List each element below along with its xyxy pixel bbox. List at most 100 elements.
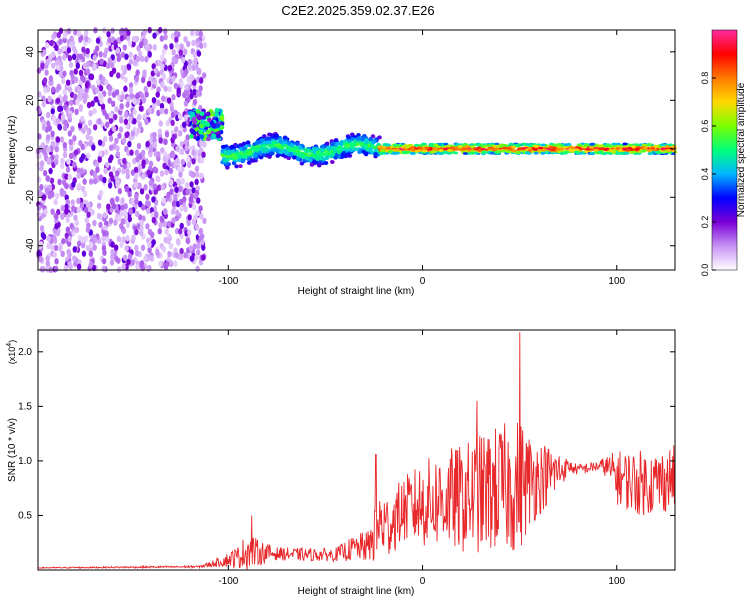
spectrogram-cell bbox=[363, 152, 369, 157]
spectrogram-cell bbox=[184, 144, 189, 151]
spectrogram-cell bbox=[102, 109, 107, 116]
spectrogram-cell bbox=[141, 159, 146, 166]
spectrogram-cell bbox=[77, 258, 82, 266]
spectrogram-cell bbox=[92, 219, 97, 227]
spectrogram-cell bbox=[200, 238, 205, 246]
spectrogram-cell bbox=[295, 156, 301, 161]
spectrogram-cell bbox=[151, 216, 157, 224]
spectrogram-cell bbox=[41, 100, 46, 108]
spectrogram-cell bbox=[634, 148, 640, 151]
spectrogram-cell bbox=[202, 141, 207, 148]
spectrogram-cell bbox=[173, 110, 179, 117]
spectrogram-cell bbox=[191, 204, 197, 211]
spectrogram-cell bbox=[46, 235, 51, 242]
spectrogram-cell bbox=[334, 141, 340, 146]
spectrogram-cell bbox=[134, 75, 140, 83]
spectrogram-cell bbox=[133, 166, 139, 174]
spectrogram-cell bbox=[187, 229, 192, 236]
spectrogram-cell bbox=[206, 129, 211, 135]
spectrogram-cell bbox=[97, 156, 102, 163]
spectrogram-cell bbox=[132, 118, 137, 125]
spectrogram-cell bbox=[146, 265, 151, 273]
spectrogram-cell bbox=[76, 182, 82, 190]
spectrogram-cell bbox=[63, 103, 68, 111]
y-tick-label: -20 bbox=[25, 190, 36, 205]
spectrogram-cell bbox=[78, 105, 83, 113]
spectrogram-cell bbox=[171, 151, 176, 159]
spectrogram-cell bbox=[457, 145, 463, 149]
spectrogram-cell bbox=[144, 56, 149, 63]
spectrogram-cell bbox=[352, 139, 358, 144]
spectrogram-cell bbox=[94, 161, 100, 168]
spectrogram-cell bbox=[179, 81, 184, 88]
spectrogram-cell bbox=[47, 95, 52, 103]
spectrogram-cell bbox=[168, 242, 174, 250]
spectrogram-cell bbox=[137, 182, 142, 190]
spectrogram-cell bbox=[109, 259, 115, 266]
spectrogram-cell bbox=[121, 227, 127, 235]
spectrogram-cell bbox=[71, 181, 76, 188]
figure-title: C2E2.2025.359.02.37.E26 bbox=[281, 3, 434, 18]
spectrogram-cell bbox=[82, 178, 87, 185]
spectrogram-cell bbox=[106, 203, 111, 210]
spectrogram-cell bbox=[248, 150, 253, 155]
x-tick-label: -100 bbox=[218, 276, 238, 287]
spectrogram-cell bbox=[191, 64, 197, 72]
spectrogram-cell bbox=[157, 228, 162, 235]
spectrogram-panel: -100 0 100 -40 -20 0 20 40 Height of straight l… bbox=[7, 26, 678, 297]
spectrogram-cell bbox=[70, 199, 75, 206]
spectrogram-cell bbox=[187, 161, 192, 169]
spectrogram-cell bbox=[198, 172, 204, 180]
spectrogram-cell bbox=[88, 110, 93, 117]
spectrogram-cell bbox=[42, 169, 48, 177]
spectrogram-cell bbox=[64, 173, 69, 180]
spectrogram-cell bbox=[175, 145, 180, 152]
spectrogram-cell bbox=[124, 245, 129, 252]
spectrogram-cell bbox=[173, 193, 178, 201]
spectrogram-cell bbox=[564, 150, 570, 154]
spectrogram-cell bbox=[343, 143, 349, 148]
spectrogram-cell bbox=[324, 141, 330, 146]
spectrogram-cell bbox=[449, 146, 455, 150]
spectrogram-cell bbox=[158, 120, 163, 127]
spectrogram-cell bbox=[92, 54, 97, 61]
spectrogram-cell bbox=[556, 145, 562, 148]
spectrogram-cell bbox=[70, 125, 75, 133]
spectrogram-cell bbox=[158, 222, 163, 229]
spectrogram-cell bbox=[60, 162, 65, 170]
y-tick-label: 1.0 bbox=[18, 456, 32, 467]
spectrogram-cell bbox=[323, 160, 329, 165]
spectrogram-cell bbox=[192, 243, 197, 250]
spectrogram-cell bbox=[54, 158, 59, 166]
spectrogram-cell bbox=[462, 152, 468, 155]
spectrogram-cell bbox=[86, 127, 92, 135]
colorbar-tick-label: 0.6 bbox=[700, 120, 710, 133]
spectrogram-cell bbox=[176, 87, 181, 94]
spectrogram-cell bbox=[152, 166, 157, 173]
spectrogram-cell bbox=[49, 243, 55, 251]
spectrogram-cell bbox=[84, 82, 90, 89]
spectrogram-cell bbox=[417, 146, 423, 150]
spectrogram-cell bbox=[46, 156, 52, 164]
spectrogram-cell bbox=[540, 143, 546, 147]
spectrogram-cell bbox=[143, 85, 148, 93]
spectrogram-cell bbox=[41, 95, 46, 102]
spectrogram-cell bbox=[150, 211, 156, 219]
spectrogram-cell bbox=[163, 85, 168, 92]
spectrogram-cell bbox=[167, 85, 172, 93]
spectrogram-cell bbox=[134, 198, 139, 205]
spectrogram-cell bbox=[170, 32, 176, 40]
spectrogram-cell bbox=[57, 178, 62, 186]
spectrogram-cell bbox=[146, 80, 152, 88]
spectrogram-cell bbox=[487, 144, 493, 147]
spectrogram-cell bbox=[143, 38, 148, 45]
spectrogram-cell bbox=[162, 150, 167, 157]
spectrogram-cell bbox=[99, 98, 104, 105]
spectrogram-cell bbox=[555, 147, 561, 151]
spectrogram-cell bbox=[81, 236, 86, 244]
spectrogram-cell bbox=[58, 27, 64, 35]
spectrogram-cell bbox=[87, 119, 93, 126]
spectrogram-cell bbox=[139, 188, 145, 195]
spectrogram-cell bbox=[286, 156, 292, 161]
spectrogram-cell bbox=[39, 225, 45, 232]
